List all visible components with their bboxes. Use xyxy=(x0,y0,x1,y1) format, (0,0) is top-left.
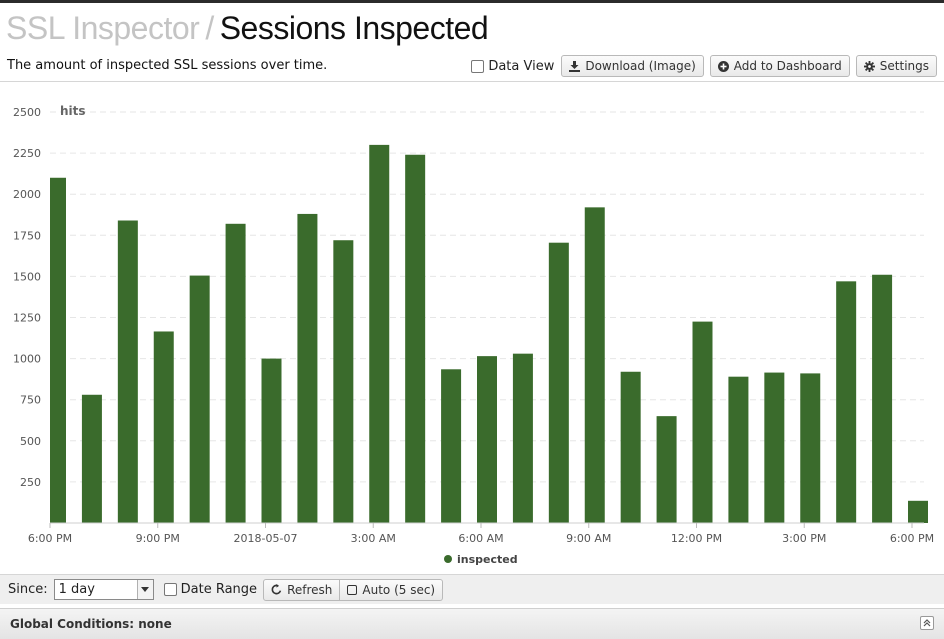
x-tick-label: 6:00 PM xyxy=(890,532,934,545)
y-tick-label: 1250 xyxy=(13,312,41,325)
bar xyxy=(441,369,462,523)
data-view-label: Data View xyxy=(488,58,555,74)
bar xyxy=(692,321,713,523)
global-conditions-bar[interactable]: Global Conditions: none xyxy=(0,608,944,639)
chart-description: The amount of inspected SSL sessions ove… xyxy=(7,58,328,73)
since-select-value: 1 day xyxy=(58,582,95,597)
chart-toolbar: Data View Download (Image) Add to Dashbo… xyxy=(471,55,937,77)
bar xyxy=(50,177,66,523)
refresh-icon xyxy=(271,584,282,595)
x-tick-label: 12:00 PM xyxy=(671,532,722,545)
chevron-down-icon[interactable] xyxy=(136,580,153,599)
y-tick-label: 1000 xyxy=(13,353,41,366)
refresh-label: Refresh xyxy=(287,582,333,597)
bar xyxy=(584,207,605,523)
bar xyxy=(800,373,821,523)
bar xyxy=(548,242,569,523)
refresh-button-group: Refresh Auto (5 sec) xyxy=(263,578,444,601)
bar xyxy=(872,274,893,523)
x-tick-label: 9:00 PM xyxy=(136,532,180,545)
bar xyxy=(117,220,138,523)
time-range-bar: Since: 1 day Date Range Refresh Auto (5 … xyxy=(0,575,944,604)
bar xyxy=(512,353,533,523)
y-tick-label: 2250 xyxy=(13,147,41,160)
x-tick-label: 6:00 PM xyxy=(28,532,72,545)
download-image-button[interactable]: Download (Image) xyxy=(561,55,704,77)
bar xyxy=(764,372,785,523)
add-to-dashboard-label: Add to Dashboard xyxy=(733,59,842,73)
download-icon xyxy=(569,60,581,72)
auto-refresh-label: Auto (5 sec) xyxy=(362,582,436,597)
y-tick-label: 2500 xyxy=(13,106,41,119)
date-range-label: Date Range xyxy=(180,582,258,597)
bar xyxy=(189,275,210,523)
bar xyxy=(477,356,497,523)
y-tick-label: 2000 xyxy=(13,188,41,201)
since-select[interactable]: 1 day xyxy=(53,579,154,600)
breadcrumb-separator: / xyxy=(205,10,214,46)
y-tick-label: 750 xyxy=(20,394,41,407)
refresh-button[interactable]: Refresh xyxy=(263,578,341,601)
data-view-checkbox[interactable] xyxy=(471,59,485,73)
chart-panel: 250 500 750 1000 1250 1500 1750 2000 2250 2500 hit… xyxy=(0,81,944,575)
date-range-toggle[interactable]: Date Range xyxy=(163,582,258,597)
breadcrumb-current: Sessions Inspected xyxy=(219,10,489,46)
bar xyxy=(297,213,318,524)
bar xyxy=(836,281,857,523)
expand-icon[interactable] xyxy=(920,616,934,630)
add-to-dashboard-button[interactable]: Add to Dashboard xyxy=(709,55,850,77)
x-tick-label: 3:00 PM xyxy=(782,532,826,545)
date-range-checkbox[interactable] xyxy=(163,583,177,596)
y-tick-label: 1500 xyxy=(13,270,41,283)
y-tick-label: 250 xyxy=(20,476,41,489)
sessions-bar-chart: 250 500 750 1000 1250 1500 1750 2000 2250 2500 hit… xyxy=(13,104,934,566)
x-tick-label: 6:00 AM xyxy=(458,532,503,545)
bar xyxy=(333,240,354,523)
y-tick-label: 500 xyxy=(20,435,41,448)
gear-icon xyxy=(863,60,875,72)
bar xyxy=(405,154,426,523)
top-border xyxy=(0,0,944,3)
settings-button[interactable]: Settings xyxy=(855,55,937,77)
bar xyxy=(225,223,246,524)
bar xyxy=(656,416,677,523)
plus-circle-icon xyxy=(717,60,729,72)
y-axis-label: hits xyxy=(60,104,86,118)
y-tick-label: 1750 xyxy=(13,229,41,242)
data-view-toggle[interactable]: Data View xyxy=(471,59,554,74)
bar xyxy=(908,500,928,523)
settings-label: Settings xyxy=(879,59,929,73)
download-image-label: Download (Image) xyxy=(585,59,696,73)
bar xyxy=(369,144,390,523)
legend-label: inspected xyxy=(457,553,518,566)
bar xyxy=(81,394,102,523)
bar xyxy=(261,358,282,523)
since-label: Since: xyxy=(8,582,48,597)
x-tick-label: 3:00 AM xyxy=(351,532,396,545)
bar xyxy=(620,371,641,523)
x-tick-label: 2018-05-07 xyxy=(234,532,298,545)
auto-refresh-button[interactable]: Auto (5 sec) xyxy=(340,578,444,601)
global-conditions-label: Global Conditions: none xyxy=(10,617,172,631)
x-tick-label: 9:00 AM xyxy=(566,532,611,545)
page-title: SSL Inspector / Sessions Inspected xyxy=(6,8,489,48)
bar xyxy=(728,376,749,523)
breadcrumb-parent[interactable]: SSL Inspector xyxy=(6,10,200,46)
square-icon xyxy=(347,584,358,595)
legend-marker xyxy=(444,555,452,563)
bar xyxy=(153,331,174,523)
